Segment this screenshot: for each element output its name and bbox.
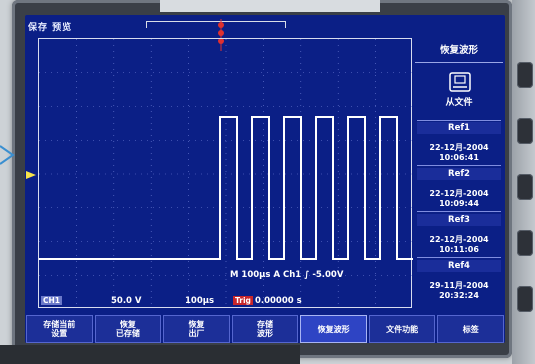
softkey-recall-saved[interactable]: 恢复 已存储 (94, 315, 162, 343)
side-menu: 恢复波形 从文件 Ref1 22-12月-2004 10:06:41 Ref2 … (415, 38, 503, 308)
ref1-time: 10:06:41 (439, 153, 479, 162)
time-scale: 100μs (185, 296, 215, 306)
softkey-recall-saved-line1: 恢复 (119, 320, 136, 329)
softkey-save-setup[interactable]: 存储当前 设置 (26, 315, 93, 343)
softkey-recall-factory[interactable]: 恢复 出厂 (163, 315, 230, 343)
side-bezel-button-5[interactable] (517, 286, 533, 312)
softkey-save-waveform-line2: 波形 (257, 329, 274, 338)
ref1-label: Ref1 (417, 122, 501, 134)
side-bezel-button-1[interactable] (517, 62, 533, 88)
ref4-time: 20:32:24 (439, 291, 479, 300)
trigger-offset-readout: Trig 0.00000 s (233, 296, 302, 306)
ch1-badge: CH1 (41, 296, 62, 305)
ref2-date: 22-12月-2004 (429, 189, 489, 198)
ref3-time: 10:11:06 (439, 245, 479, 254)
ref4-label: Ref4 (417, 260, 501, 272)
trigger-offset: 0.00000 s (254, 296, 302, 306)
ch1-scale: 50.0 V (111, 296, 142, 306)
trigger-level: ∫ -5.00V (304, 270, 344, 280)
ref3-date: 22-12月-2004 (429, 235, 489, 244)
trigger-tag: Trig (233, 296, 253, 305)
softkey-save-waveform-line1: 存储 (257, 320, 274, 329)
ref2-time: 10:09:44 (439, 199, 479, 208)
softkey-save-setup-line2: 设置 (51, 329, 68, 338)
ref1-menu-item[interactable]: Ref1 22-12月-2004 10:06:41 (417, 122, 501, 166)
file-folder-icon (449, 72, 471, 92)
softkey-labels[interactable]: 标签 (437, 315, 505, 343)
softkey-file-utilities-line1: 文件功能 (386, 324, 419, 334)
softkey-labels-line1: 标签 (462, 324, 479, 334)
softkey-bar: 存储当前 设置 恢复 已存储 恢复 出厂 存储 波形 恢复波形 文件功能 标签 (25, 315, 505, 343)
side-bezel-button-2[interactable] (517, 118, 533, 144)
trigger-position-icon (218, 19, 224, 51)
ch1-ground-marker-icon (26, 171, 36, 179)
menu-title: 恢复波形 (415, 40, 503, 63)
softkey-recall-factory-line1: 恢复 (188, 320, 205, 329)
from-file-button[interactable]: 从文件 (417, 68, 501, 121)
side-bezel-button-3[interactable] (517, 174, 533, 200)
ch1-waveform-trace (39, 116, 413, 260)
status-label: 保存 预览 (28, 23, 73, 33)
ref4-menu-item[interactable]: Ref4 29-11月-2004 20:32:24 (417, 260, 501, 306)
waveform-graticule (39, 39, 413, 309)
record-view-bracket (146, 21, 286, 28)
oscilloscope-screen: 保存 预览 M 100μs A Ch1 ∫ -5.00V CH1 50.0 V … (25, 15, 505, 343)
timebase-readout: M 100μs A Ch1 ∫ -5.00V (230, 270, 343, 280)
ref2-menu-item[interactable]: Ref2 22-12月-2004 10:09:44 (417, 168, 501, 212)
softkey-recall-saved-line2: 已存储 (115, 329, 140, 338)
ref3-label: Ref3 (417, 214, 501, 226)
pointer-arrow-icon (0, 145, 15, 165)
ref2-label: Ref2 (417, 168, 501, 180)
ref1-date: 22-12月-2004 (429, 143, 489, 152)
trigger-channel-prefix: A (273, 270, 281, 280)
bezel-top-gap (160, 0, 380, 12)
ref3-menu-item[interactable]: Ref3 22-12月-2004 10:11:06 (417, 214, 501, 258)
side-bezel-button-4[interactable] (517, 230, 533, 256)
softkey-file-utilities[interactable]: 文件功能 (368, 315, 436, 343)
softkey-recall-waveform[interactable]: 恢复波形 (300, 315, 367, 343)
waveform-plot (38, 38, 413, 309)
trigger-channel: Ch1 (283, 270, 302, 280)
timebase-text: M 100μs (230, 270, 271, 280)
bottom-bezel-strip (0, 345, 300, 364)
softkey-save-waveform[interactable]: 存储 波形 (231, 315, 299, 343)
from-file-label: 从文件 (445, 98, 473, 108)
softkey-recall-factory-line2: 出厂 (188, 329, 205, 338)
ref4-date: 29-11月-2004 (429, 281, 489, 290)
softkey-recall-waveform-line1: 恢复波形 (317, 324, 350, 334)
softkey-save-setup-line1: 存储当前 (43, 320, 76, 329)
